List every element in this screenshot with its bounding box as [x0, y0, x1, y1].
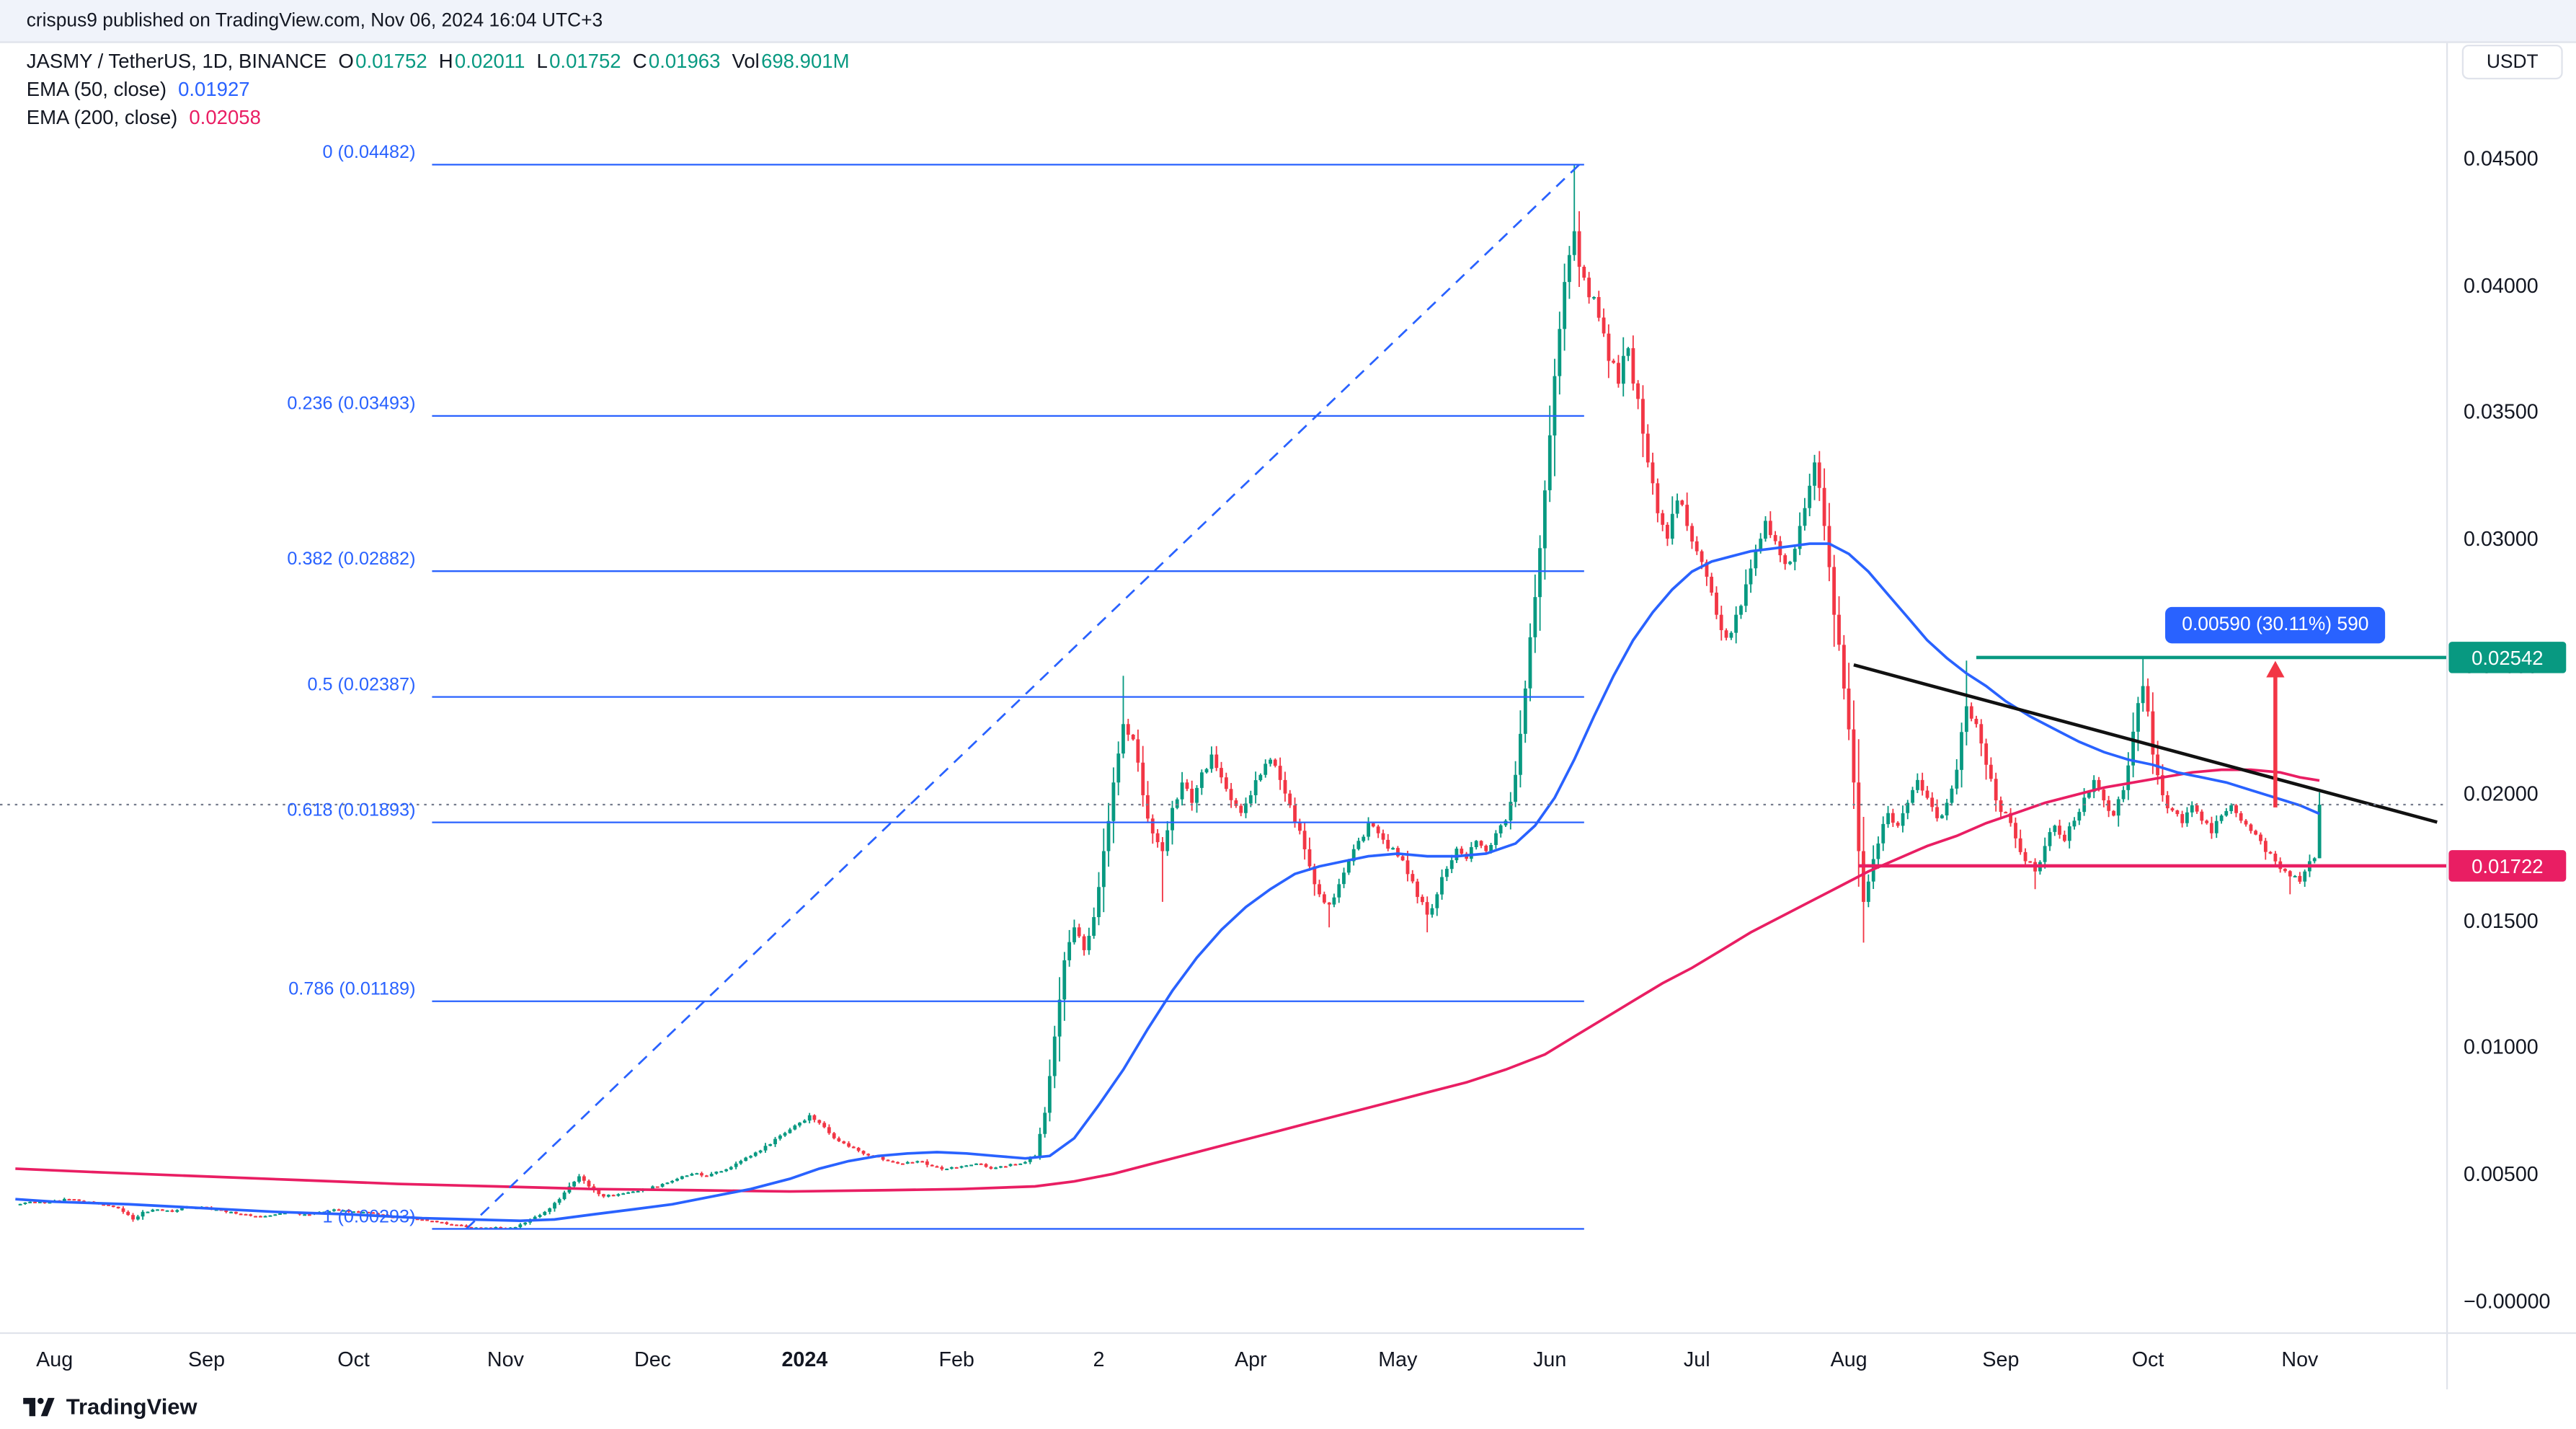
- time-axis-label: Feb: [938, 1348, 974, 1371]
- time-axis-label: Sep: [188, 1348, 226, 1371]
- time-axis-label: Oct: [337, 1348, 370, 1371]
- chart-legend: JASMY / TetherUS, 1D, BINANCE O 0.01752 H…: [27, 46, 850, 130]
- price-axis-label: −0.00000: [2464, 1290, 2551, 1314]
- volume: Vol 698.901M: [732, 48, 850, 72]
- plot-layer[interactable]: [15, 164, 2438, 1230]
- time-axis-label: Dec: [634, 1348, 671, 1371]
- fib-retracement[interactable]: 0 (0.04482) 0.236 (0.03493) 0.382 (0.02882…: [287, 142, 1584, 1230]
- time-axis-label: Aug: [36, 1348, 74, 1371]
- tradingview-mark-icon: [23, 1397, 55, 1416]
- time-axis-label: Nov: [487, 1348, 524, 1371]
- fib-label: 0 (0.04482): [322, 142, 415, 162]
- tradingview-wordmark: TradingView: [66, 1394, 197, 1420]
- price-axis-label: 0.03500: [2464, 401, 2539, 425]
- fib-label: 1 (0.00293): [322, 1206, 415, 1226]
- price-axis-label: 0.02000: [2464, 782, 2539, 805]
- price-axis-label: 0.04500: [2464, 146, 2539, 170]
- fib-label: 0.618 (0.01893): [287, 800, 415, 820]
- fib-label: 0.5 (0.02387): [307, 674, 415, 694]
- symbol-row: JASMY / TetherUS, 1D, BINANCE O 0.01752 H…: [27, 46, 850, 74]
- support-price-tag: 0.01722: [2448, 850, 2567, 882]
- resistance-price-tag: 0.02542: [2448, 642, 2567, 673]
- price-scale-currency[interactable]: USDT: [2461, 44, 2563, 80]
- time-axis-label: May: [1378, 1348, 1418, 1371]
- time-axis-label: Jul: [1683, 1348, 1710, 1371]
- ohlc-open: O 0.01752: [338, 48, 427, 72]
- time-axis-label: Nov: [2281, 1348, 2319, 1371]
- ema200-value: 0.02058: [189, 105, 261, 128]
- publish-text: crispus9 published on TradingView.com, N…: [26, 10, 603, 31]
- price-axis-label: 0.01500: [2464, 908, 2539, 932]
- ohlc-high: H 0.02011: [438, 48, 525, 72]
- fib-label: 0.382 (0.02882): [287, 549, 415, 569]
- time-axis-label: Jun: [1533, 1348, 1567, 1371]
- symbol-title[interactable]: JASMY / TetherUS, 1D, BINANCE: [26, 48, 327, 72]
- time-axis-label: 2024: [781, 1348, 828, 1371]
- ema200-line: [15, 768, 2320, 1193]
- time-axis-label: Sep: [1982, 1348, 2020, 1371]
- ema200-row[interactable]: EMA (200, close) 0.02058: [27, 102, 850, 130]
- fib-label: 0.236 (0.03493): [287, 394, 415, 414]
- ema200-label: EMA (200, close): [26, 105, 178, 128]
- price-axis-label: 0.03000: [2464, 528, 2539, 552]
- measure-callout: 0.00590 (30.11%) 590: [2165, 606, 2386, 643]
- tradingview-logo[interactable]: TradingView: [23, 1394, 197, 1419]
- time-axis-label: Apr: [1234, 1348, 1267, 1371]
- time-axis-label: 2: [1093, 1348, 1105, 1371]
- candles: [18, 164, 2322, 1230]
- ema50-value: 0.01927: [178, 76, 250, 100]
- price-axis-label: 0.01000: [2464, 1035, 2539, 1060]
- ohlc-close: C 0.01963: [632, 48, 721, 72]
- ema50-row[interactable]: EMA (50, close) 0.01927: [27, 74, 850, 102]
- price-axis-label: 0.04000: [2464, 273, 2539, 297]
- ema50-label: EMA (50, close): [26, 76, 167, 100]
- time-axis-label: Aug: [1830, 1348, 1867, 1371]
- price-axis-label: 0.00500: [2464, 1163, 2539, 1187]
- ema50-line: [15, 542, 2320, 1223]
- ohlc-low: L 0.01752: [536, 48, 621, 72]
- fib-label: 0.786 (0.01189): [288, 979, 415, 999]
- descending-trendline[interactable]: [1853, 663, 2438, 824]
- publish-bar: crispus9 published on TradingView.com, N…: [0, 0, 2576, 43]
- time-axis-label: Oct: [2131, 1348, 2164, 1371]
- measure-arrowhead: [2266, 660, 2285, 678]
